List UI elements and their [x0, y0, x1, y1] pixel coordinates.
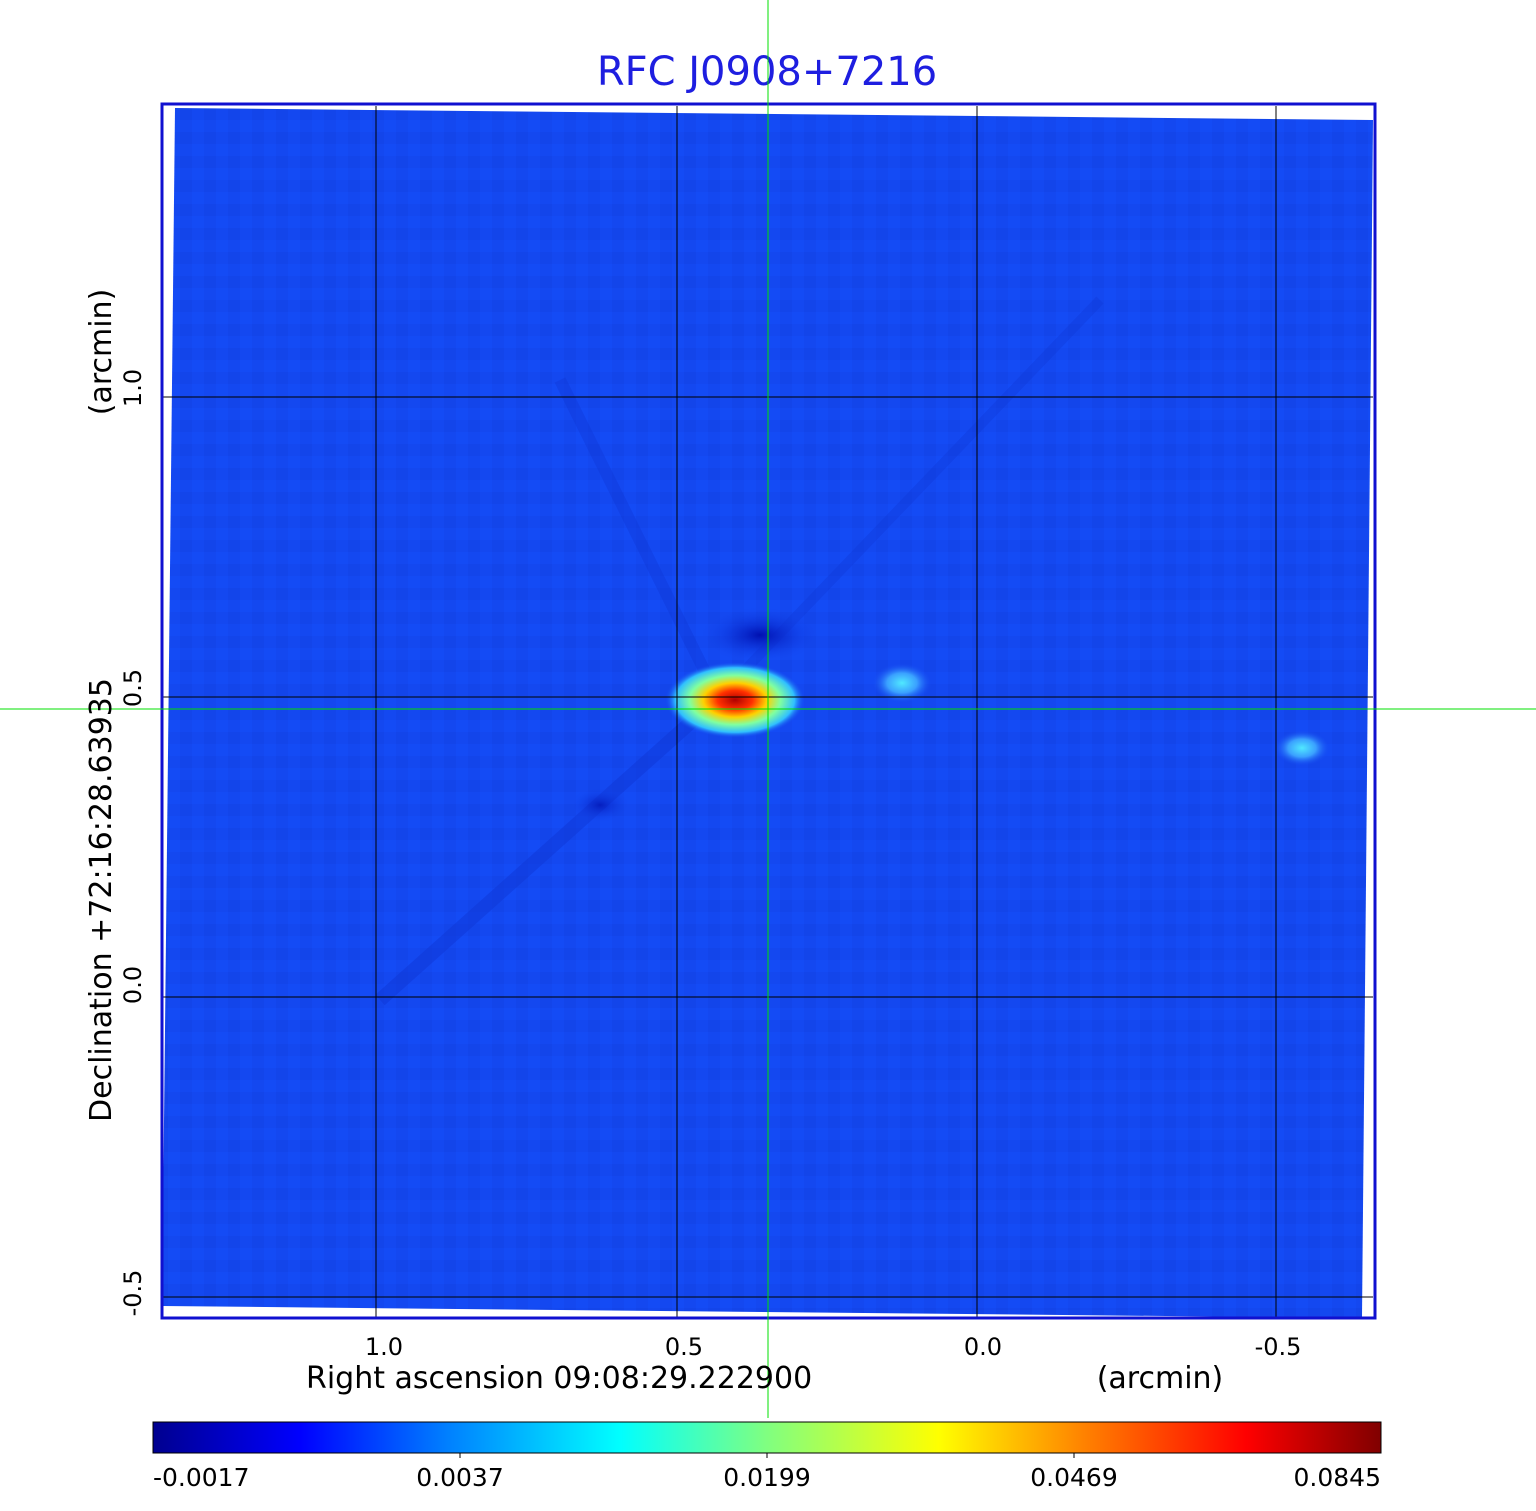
x-ticks: 1.0 0.5 0.0 -0.5 — [365, 1333, 1302, 1361]
colorbar-label: 0.0199 — [723, 1463, 810, 1492]
faint-source-center-right — [872, 663, 932, 703]
x-axis-unit: (arcmin) — [1097, 1361, 1224, 1396]
colorbar-label: 0.0469 — [1030, 1463, 1117, 1492]
colorbar-label: 0.0037 — [416, 1463, 503, 1492]
y-axis-unit: (arcmin) — [84, 289, 119, 416]
x-axis-label: Right ascension 09:08:29.222900 — [306, 1361, 812, 1396]
y-ticks: 1.0 0.5 0.0 -0.5 — [119, 369, 147, 1317]
y-tick-label: 0.5 — [119, 669, 147, 707]
x-tick-label: 1.0 — [365, 1333, 403, 1361]
y-tick-label: 0.0 — [119, 966, 147, 1004]
x-tick-label: -0.5 — [1255, 1333, 1302, 1361]
faint-source-edge — [1274, 730, 1330, 766]
negative-region — [700, 607, 820, 663]
bright-source — [665, 662, 805, 738]
y-tick-label: -0.5 — [119, 1270, 147, 1317]
crosshair — [0, 0, 1536, 1418]
colorbar-label: -0.0017 — [153, 1463, 250, 1492]
colorbar-label: 0.0845 — [1294, 1463, 1381, 1492]
colorbar: -0.0017 0.0037 0.0199 0.0469 0.0845 — [152, 1421, 1382, 1492]
colorbar-gradient — [152, 1421, 1382, 1454]
x-tick-label: 0.0 — [964, 1333, 1002, 1361]
y-tick-label: 1.0 — [119, 369, 147, 407]
y-axis-label: Declination +72:16:28.63935 — [84, 678, 119, 1122]
plot-title: RFC J0908+7216 — [597, 49, 937, 95]
x-tick-label: 0.5 — [665, 1333, 703, 1361]
